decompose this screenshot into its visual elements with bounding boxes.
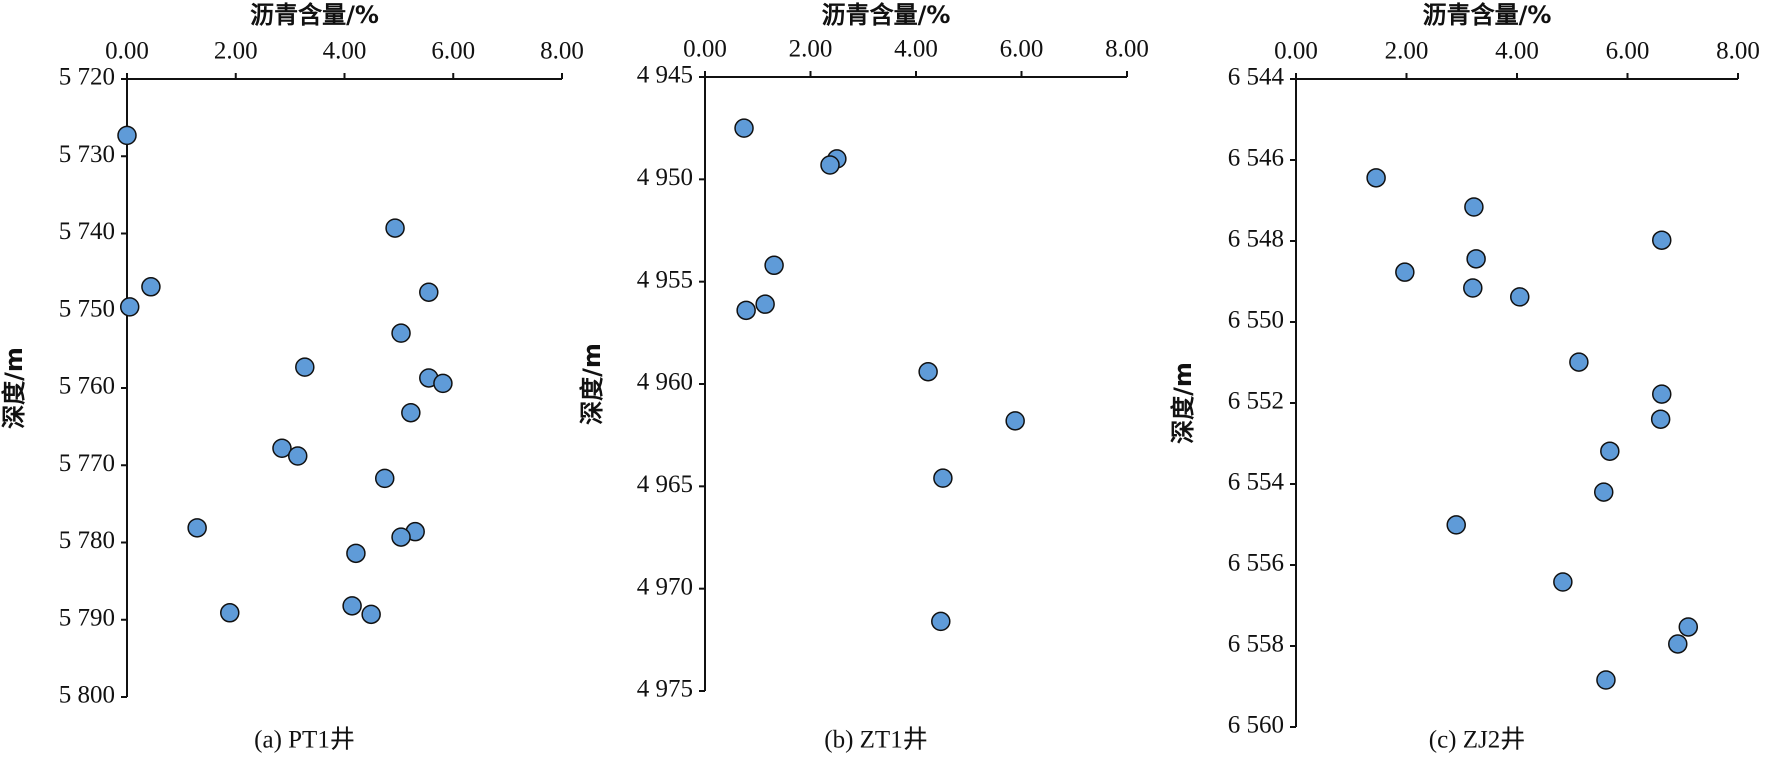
y-tick-label: 5 760 (59, 373, 115, 400)
x-tick-label: 0.00 (683, 36, 727, 63)
point (1005, 411, 1025, 431)
point (1366, 168, 1386, 188)
x-tick-label: 0.00 (105, 38, 149, 65)
y-tick-label: 4 970 (637, 573, 693, 600)
point (1652, 384, 1672, 404)
point (346, 543, 366, 564)
y-tick-label: 5 720 (59, 64, 115, 91)
point (820, 155, 840, 175)
caption: (c) ZJ2井 (1429, 726, 1526, 754)
point (736, 300, 756, 321)
y-axis-title: 深度/m (1169, 362, 1197, 444)
point (391, 527, 411, 547)
y-tick-label: 4 965 (637, 471, 693, 498)
x-tick-label: 6.00 (1000, 36, 1044, 63)
point (119, 297, 140, 317)
point (374, 468, 395, 489)
point (401, 402, 421, 423)
caption: (b) ZT1井 (824, 726, 927, 754)
x-axis-title: 沥青含量/% (250, 1, 379, 29)
y-tick-label: 5 740 (59, 218, 115, 245)
x-tick-label: 2.00 (1385, 38, 1429, 65)
x-tick-label: 6.00 (431, 38, 475, 65)
y-tick-label: 4 975 (637, 676, 693, 703)
y-tick-label: 5 730 (59, 141, 115, 168)
x-tick-label: 4.00 (1495, 38, 1539, 65)
point (1553, 572, 1573, 592)
point (295, 357, 315, 377)
y-tick-label: 5 770 (59, 450, 115, 477)
point (734, 118, 754, 138)
x-tick-label: 4.00 (894, 36, 938, 63)
point (1463, 278, 1483, 298)
y-tick-label: 6 558 (1228, 631, 1284, 658)
y-tick-label: 4 950 (637, 164, 693, 191)
point (141, 277, 161, 297)
x-axis-title: 沥青含量/% (1423, 1, 1552, 29)
point (1596, 670, 1616, 690)
x-tick-label: 0.00 (1274, 38, 1318, 65)
point (433, 373, 453, 394)
point (918, 361, 938, 382)
y-tick-label: 6 556 (1228, 550, 1284, 577)
point (287, 446, 308, 466)
point (755, 294, 775, 314)
x-tick-label: 2.00 (789, 36, 833, 63)
point (1510, 287, 1530, 307)
x-tick-label: 4.00 (323, 38, 367, 65)
point (1650, 409, 1671, 429)
y-tick-label: 4 945 (637, 62, 693, 89)
caption: (a) PT1井 (254, 726, 355, 754)
point (1464, 197, 1484, 217)
x-tick-label: 2.00 (214, 38, 258, 65)
point (272, 438, 292, 459)
y-axis-title: 深度/m (0, 347, 28, 429)
y-tick-label: 4 960 (637, 369, 693, 396)
y-tick-label: 6 554 (1228, 469, 1285, 496)
y-axis-title: 深度/m (578, 343, 606, 425)
y-tick-label: 6 550 (1228, 307, 1284, 334)
point (1466, 249, 1486, 269)
y-tick-label: 6 544 (1228, 64, 1285, 91)
x-tick-label: 8.00 (540, 38, 584, 65)
y-tick-label: 5 750 (59, 295, 115, 322)
x-tick-label: 6.00 (1606, 38, 1650, 65)
point (1593, 482, 1614, 502)
y-tick-label: 6 552 (1228, 388, 1284, 415)
y-tick-label: 6 546 (1228, 145, 1284, 172)
y-tick-label: 6 548 (1228, 226, 1284, 253)
point (933, 468, 953, 488)
y-tick-label: 4 955 (637, 266, 693, 293)
point (419, 282, 439, 302)
y-tick-label: 5 800 (59, 682, 115, 709)
point (385, 218, 405, 238)
point (931, 611, 951, 632)
x-tick-label: 8.00 (1716, 38, 1760, 65)
point (764, 255, 784, 276)
y-tick-label: 6 560 (1228, 712, 1284, 739)
point (1668, 634, 1688, 654)
point (1446, 515, 1466, 535)
point (1395, 262, 1415, 282)
point (187, 518, 207, 538)
y-tick-label: 5 780 (59, 527, 115, 554)
point (1569, 352, 1589, 372)
point (1652, 230, 1672, 250)
x-axis-title: 沥青含量/% (822, 1, 951, 29)
point (220, 603, 240, 623)
point (1678, 617, 1699, 637)
point (117, 125, 137, 146)
point (361, 604, 381, 625)
y-tick-label: 5 790 (59, 604, 115, 631)
point (342, 596, 362, 616)
point (391, 323, 411, 343)
point (1600, 441, 1620, 461)
x-tick-label: 8.00 (1105, 36, 1149, 63)
